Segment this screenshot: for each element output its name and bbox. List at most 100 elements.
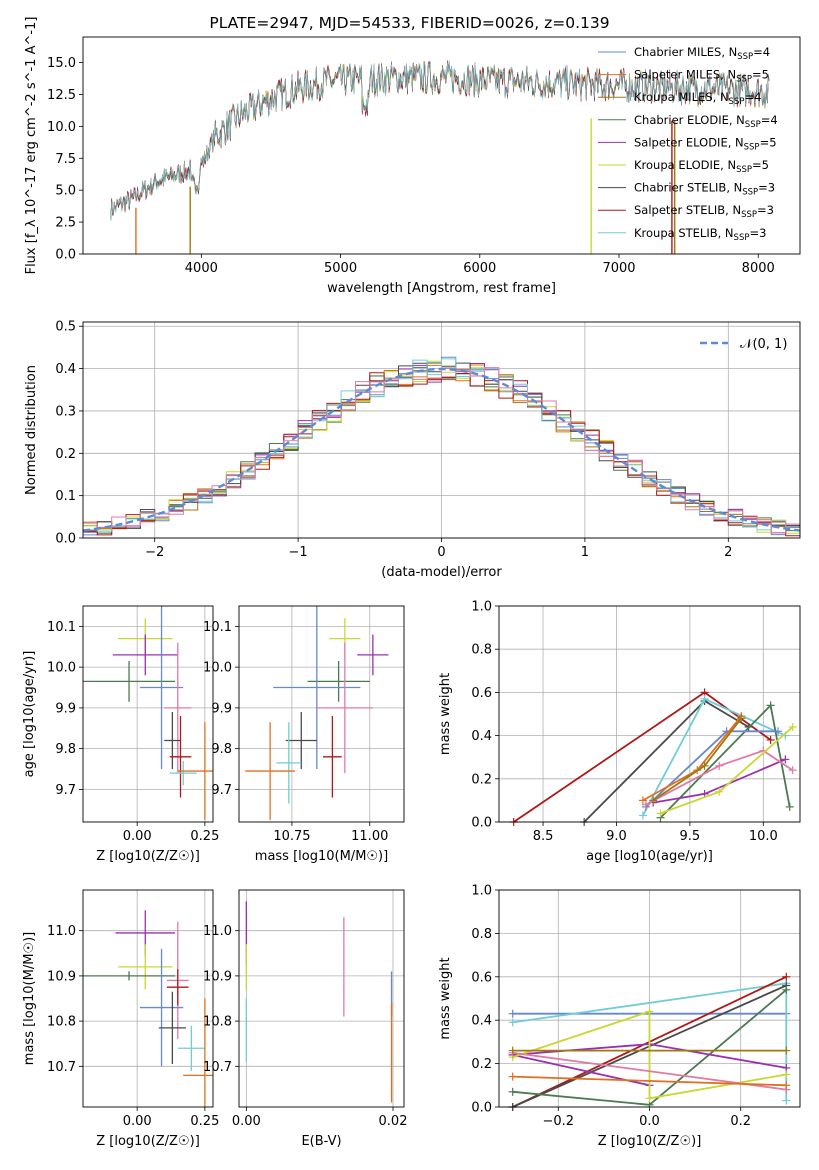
y-tick-label: 11.0 [47, 924, 76, 939]
y-tick-label: 0.4 [55, 362, 76, 377]
y-tick-label: 10.0 [47, 120, 76, 135]
y-axis-label: mass weight [438, 673, 453, 755]
weight-line [512, 1075, 787, 1087]
weight-line [642, 697, 786, 816]
panel-residual_hist: −2 −1 0 1 2 0.0 0.1 0.2 0.3 0.4 0.5 (data-model)/er… [24, 320, 801, 580]
legend-suffix: =4 [753, 45, 770, 59]
x-axis-label: (data-model)/error [381, 565, 502, 580]
legend-label: Chabrier STELIB, N [634, 181, 742, 195]
legend-entry: 𝒩(0, 1) [740, 337, 787, 352]
x-tick-label: 0.00 [123, 829, 152, 844]
y-tick-label: 10.7 [47, 1060, 76, 1075]
legend-suffix: =5 [760, 135, 777, 149]
y-tick-label: 10.0 [203, 661, 232, 676]
panel-mass_vs_Z: 0.00 0.25 10.7 10.8 10.9 11.0 Z [log10(Z/Z☉)] m… [22, 889, 219, 1149]
x-axis-label: mass [log10(M/M☉)] [255, 849, 388, 864]
x-tick-label: 5000 [324, 261, 357, 276]
legend-entry: Salpeter STELIB, NSSP=3 [634, 203, 774, 220]
x-axis-label: Z [log10(Z/Z☉)] [96, 849, 200, 864]
y-axis-label: Normed distribution [24, 365, 39, 495]
x-tick-label: 7000 [602, 261, 635, 276]
y-axis-label: mass [log10(M/M☉)] [22, 932, 37, 1065]
x-axis-label: wavelength [Angstrom, rest frame] [327, 281, 556, 296]
y-tick-label: 11.0 [203, 924, 232, 939]
x-axis-label: age [log10(age/yr)] [586, 849, 713, 864]
weight-line [645, 749, 794, 806]
panel-weight_vs_Z: −0.2 0.0 0.2 0.0 0.2 0.4 0.6 0.8 1.0 Z [log10(Z/Z… [438, 884, 801, 1149]
x-tick-label: 8.5 [533, 829, 554, 844]
y-tick-label: 10.8 [47, 1015, 76, 1030]
x-tick-label: 9.5 [680, 829, 701, 844]
legend-suffix: =3 [749, 226, 766, 240]
legend-entry: Kroupa ELODIE, NSSP=5 [634, 158, 769, 175]
legend-suffix: =4 [744, 90, 761, 104]
y-tick-label: 7.5 [55, 152, 76, 167]
x-tick-label: 0.00 [232, 1114, 261, 1129]
legend-label: Chabrier ELODIE, N [634, 113, 745, 127]
legend-entry: Kroupa STELIB, NSSP=3 [634, 226, 766, 243]
x-tick-label: 0.02 [379, 1114, 408, 1129]
y-tick-label: 0.4 [471, 729, 492, 744]
legend-suffix: =3 [757, 203, 774, 217]
legend-label: Salpeter MILES, N [634, 68, 736, 82]
legend-sub: SSP [745, 120, 761, 130]
y-tick-label: 0.6 [471, 686, 492, 701]
axes-frame [82, 605, 214, 823]
legend-suffix: =5 [752, 158, 769, 172]
histogram-ks [83, 358, 800, 532]
legend-sub: SSP [729, 97, 745, 107]
legend-label: Salpeter STELIB, N [634, 203, 741, 217]
panel-age_vs_mass: 10.75 11.00 9.7 9.8 9.9 10.0 10.1 mass [log10(M… [203, 605, 405, 864]
panel-mass_vs_EBV: 0.00 0.02 10.7 10.8 10.9 11.0 E(B-V) [203, 889, 408, 1149]
y-tick-label: 0.0 [471, 1101, 492, 1116]
legend-entry: Salpeter MILES, NSSP=5 [634, 68, 769, 85]
y-tick-label: 10.9 [203, 969, 232, 984]
x-tick-label: 2 [724, 545, 732, 560]
x-tick-label: 10.75 [273, 829, 310, 844]
y-tick-label: 1.0 [471, 600, 492, 615]
y-tick-label: 0.4 [471, 1014, 492, 1029]
y-tick-label: 9.8 [55, 742, 76, 757]
legend-label: Kroupa MILES, N [634, 90, 729, 104]
y-tick-label: 0.8 [471, 643, 492, 658]
x-tick-label: −0.2 [542, 1114, 574, 1129]
x-tick-label: −1 [289, 545, 308, 560]
y-tick-label: 0.3 [55, 404, 76, 419]
y-tick-label: 5.0 [55, 184, 76, 199]
y-axis-label: Flux [f_λ 10^-17 erg cm^-2 s^-1 A^-1] [24, 17, 39, 275]
y-tick-label: 10.1 [203, 620, 232, 635]
legend-entry: Salpeter ELODIE, NSSP=5 [634, 135, 777, 152]
y-tick-label: 0.0 [55, 248, 76, 263]
x-tick-label: 0.25 [190, 1114, 219, 1129]
legend-sub: SSP [737, 52, 753, 62]
y-tick-label: 0.0 [55, 532, 76, 547]
panel-age_vs_Z: 0.00 0.25 9.7 9.8 9.9 10.0 10.1 Z [log10(Z/Z☉)]… [22, 605, 219, 864]
panel-weight_vs_age: 8.5 9.0 9.5 10.0 0.0 0.2 0.4 0.6 0.8 1.0 age [log1… [438, 600, 801, 864]
legend-sub: SSP [736, 75, 752, 85]
y-tick-label: 0.1 [55, 489, 76, 504]
axes-frame [82, 889, 214, 1108]
y-tick-label: 9.9 [211, 701, 232, 716]
x-axis-label: E(B-V) [301, 1134, 341, 1149]
x-tick-label: 0.00 [123, 1114, 152, 1129]
legend-sub: SSP [744, 142, 760, 152]
x-tick-label: 0.25 [190, 829, 219, 844]
x-tick-label: 0.2 [730, 1114, 751, 1129]
y-tick-label: 9.9 [55, 701, 76, 716]
y-axis-label: mass weight [438, 957, 453, 1039]
y-tick-label: 0.2 [471, 1057, 492, 1072]
y-tick-label: 0.0 [471, 816, 492, 831]
weight-line [659, 703, 791, 819]
x-axis-label: Z [log10(Z/Z☉)] [598, 1134, 702, 1149]
axes-frame [498, 889, 801, 1108]
panel-spectrum: 4000 5000 6000 7000 8000 0.0 2.5 5.0 7.5 10.0 12.5… [24, 17, 801, 296]
y-tick-label: 12.5 [47, 88, 76, 103]
y-tick-label: 0.5 [55, 320, 76, 335]
histogram-pink [83, 367, 800, 534]
y-tick-label: 10.7 [203, 1060, 232, 1075]
x-tick-label: 1 [581, 545, 589, 560]
legend-sub: SSP [736, 165, 752, 175]
legend-entry: Chabrier STELIB, NSSP=3 [634, 181, 775, 198]
weight-line [512, 1010, 787, 1100]
y-tick-label: 0.2 [471, 772, 492, 787]
